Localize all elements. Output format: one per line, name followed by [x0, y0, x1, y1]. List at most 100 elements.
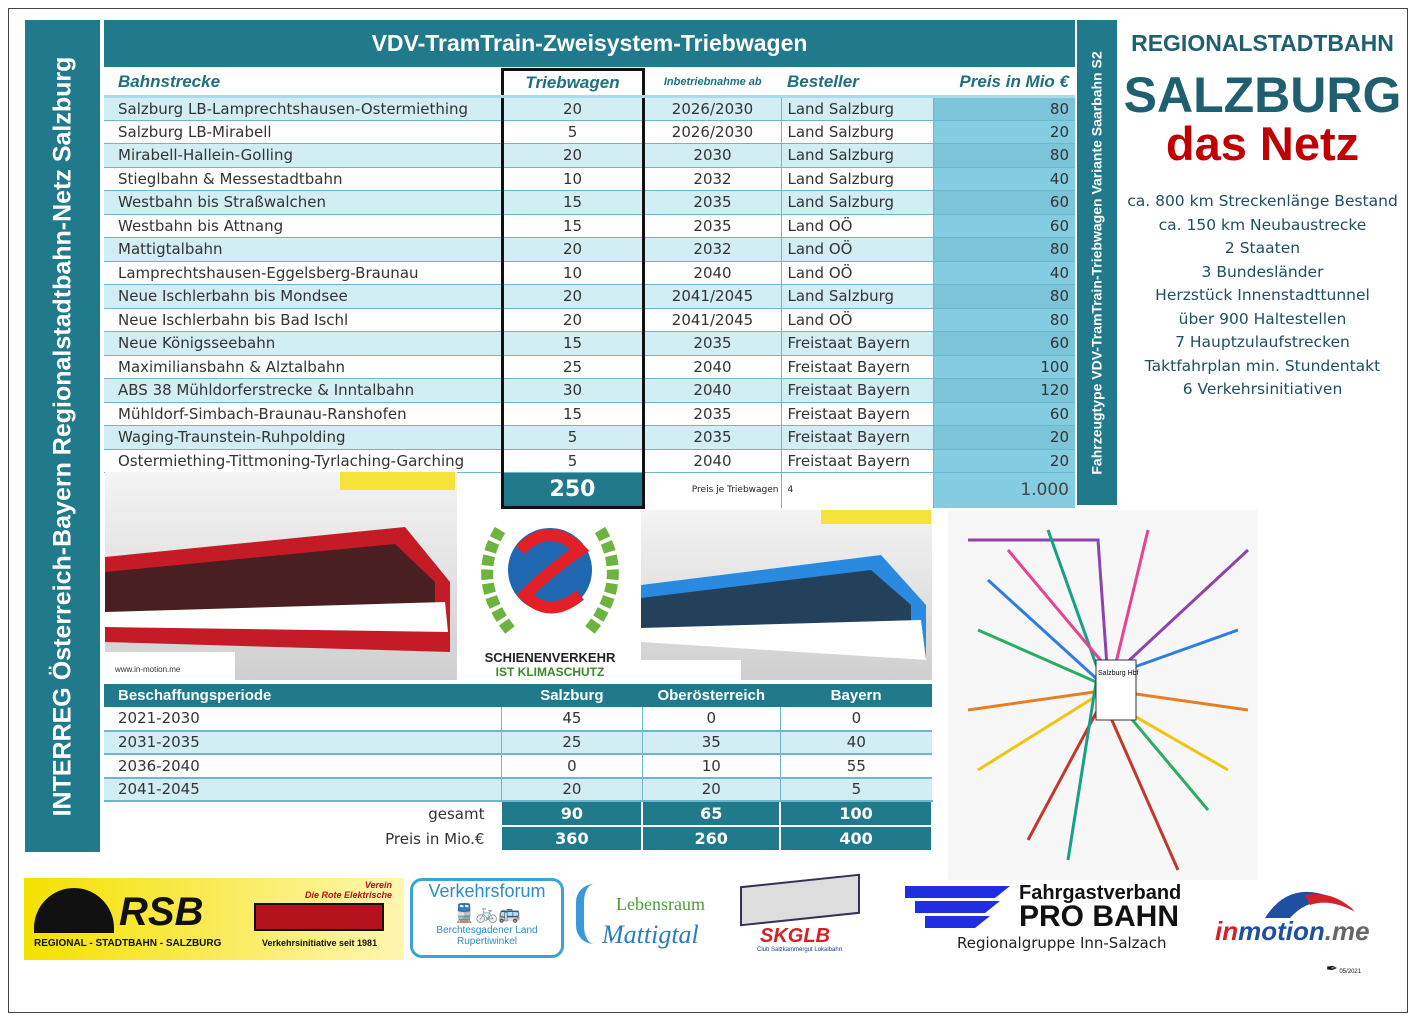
- period-cell: 2021-2030: [104, 707, 502, 732]
- table-row: Lamprechtshausen-Eggelsberg-Braunau 10 204…: [104, 261, 1075, 285]
- orderer-cell: Land Salzburg: [780, 190, 933, 215]
- probahn-arrows-icon: [905, 886, 1010, 928]
- table-row: Stieglbahn & Messestadtbahn 10 2032 Land Sa…: [104, 167, 1075, 191]
- price-cell: 80: [932, 96, 1075, 121]
- count-cell: 35: [641, 730, 781, 755]
- right-title-band: Fahrzeugtype VDV-TramTrain-Triebwagen Va…: [1077, 20, 1117, 505]
- route-cell: Salzburg LB-Lamprechtshausen-Ostermiethi…: [104, 96, 502, 121]
- inmotion-swoosh-icon: [1265, 891, 1355, 918]
- probahn-c: Regionalgruppe Inn-Salzach: [957, 934, 1167, 952]
- commissioning-cell: 2026/2030: [642, 96, 781, 121]
- route-cell: Westbahn bis Straßwalchen: [104, 190, 502, 215]
- bicycle-icon: 🚲: [475, 903, 499, 923]
- rsb-bottom: REGIONAL - STADTBAHN - SALZBURG: [34, 938, 222, 949]
- right-city: SALZBURG: [1123, 67, 1402, 123]
- commissioning-cell: 2035: [642, 425, 781, 450]
- train-caption: www.in-motion.me: [114, 665, 181, 674]
- count-cell: 40: [779, 730, 932, 755]
- orderer-cell: Land OÖ: [780, 308, 933, 332]
- route-cell: Neue Ischlerbahn bis Mondsee: [104, 284, 502, 309]
- matt-b: Mattigtal: [602, 920, 699, 949]
- table-header: Bahnstrecke Triebwagen Inbetriebnahme ab…: [104, 68, 1075, 98]
- network-map: Salzburg Hbf: [948, 510, 1258, 880]
- route-cell: Westbahn bis Attnang: [104, 214, 502, 238]
- fact-item: 2 Staaten: [1224, 239, 1301, 257]
- gesamt-row: gesamt 90 65 100: [104, 800, 933, 827]
- table-row: Maximiliansbahn & Alztalbahn 25 2040 Freist…: [104, 355, 1075, 379]
- count-cell: 20: [500, 777, 643, 802]
- fact-item: ca. 800 km Streckenlänge Bestand: [1127, 192, 1398, 210]
- commissioning-cell: 2035: [642, 190, 781, 215]
- drop-icon: [576, 884, 612, 944]
- railcar-count-cell: 10: [500, 167, 645, 191]
- commissioning-cell: 2040: [642, 449, 781, 473]
- vf-title: Verkehrsforum: [428, 881, 546, 901]
- route-cell: Waging-Traunstein-Ruhpolding: [104, 425, 502, 450]
- period-cell: 2041-2045: [104, 777, 502, 802]
- klima-line2: IST KLIMASCHUTZ: [495, 665, 605, 679]
- orderer-cell: Land Salzburg: [780, 96, 933, 121]
- skglb-name: SKGLB: [760, 925, 830, 947]
- commissioning-cell: 2032: [642, 237, 781, 262]
- orderer-cell: Land OÖ: [780, 214, 933, 238]
- rsb-line2: Die Rote Elektrische: [304, 890, 392, 900]
- total-railcars: 250: [500, 472, 645, 509]
- railcar-table: Bahnstrecke Triebwagen Inbetriebnahme ab…: [104, 68, 1075, 509]
- red-tram-image: www.in-motion.me: [105, 472, 457, 680]
- table-row: ABS 38 Mühldorferstrecke & Inntalbahn 30 2…: [104, 378, 1075, 403]
- price-cell: 60: [932, 331, 1075, 356]
- price-per-car-value: 4: [780, 472, 933, 508]
- price-per-car-label: Preis je Triebwagen: [691, 485, 779, 496]
- rsb-mountain-icon: [34, 888, 114, 933]
- facts-list: ca. 800 km Streckenlänge Bestand ca. 150 …: [1120, 190, 1405, 402]
- rsb-since: Verkehrsinitiative seit 1981: [262, 938, 378, 948]
- price-cell: 80: [932, 284, 1075, 309]
- table-row: Salzburg LB-Mirabell 5 2026/2030 Land Salzb…: [104, 120, 1075, 144]
- count-cell: 55: [779, 754, 932, 779]
- fact-item: 7 Hauptzulaufstrecken: [1175, 333, 1350, 351]
- blue-tram-image: [641, 510, 932, 680]
- table-row: Neue Ischlerbahn bis Bad Ischl 20 2041/204…: [104, 308, 1075, 332]
- railcar-count-cell: 20: [500, 308, 645, 332]
- rsb-line1: Verein: [364, 880, 392, 890]
- map-label: Salzburg Hbf: [1098, 670, 1139, 677]
- date-stamp: ✒ 05/2021: [1326, 960, 1361, 977]
- count-cell: 25: [500, 730, 643, 755]
- period-cell: 2036-2040: [104, 754, 502, 779]
- commissioning-cell: 2032: [642, 167, 781, 191]
- commissioning-cell: 2026/2030: [642, 120, 781, 144]
- rsb-club-name: Verein Die Rote Elektrische: [305, 880, 392, 900]
- gesamt-row-value: 100: [779, 800, 933, 827]
- railcar-count-cell: 15: [500, 331, 645, 356]
- orderer-cell: Land OÖ: [780, 261, 933, 285]
- page-frame: [8, 8, 1408, 1013]
- route-cell: Maximiliansbahn & Alztalbahn: [104, 355, 502, 379]
- rsb-logo: RSB Verein Die Rote Elektrische REGIONAL …: [24, 878, 404, 960]
- commissioning-cell: 2030: [642, 143, 781, 168]
- col-triebwagen: Triebwagen: [500, 68, 645, 98]
- vf-icons: 🚆🚲🚌: [413, 903, 561, 924]
- col-besteller: Besteller: [781, 69, 933, 98]
- count-cell: 0: [779, 707, 932, 732]
- price-row-value: 360: [500, 825, 644, 852]
- col-bayern: Bayern: [780, 684, 932, 707]
- total-price: 1.000: [932, 472, 1075, 508]
- table-row: Salzburg LB-Lamprechtshausen-Ostermiethi…: [104, 96, 1075, 121]
- probahn-logo: Fahrgastverband PRO BAHN Regionalgruppe …: [905, 882, 1205, 954]
- route-cell: Stieglbahn & Messestadtbahn: [104, 167, 502, 191]
- period-cell: 2031-2035: [104, 730, 502, 755]
- table-row: Ostermiething-Tittmoning-Tyrlaching-Garc…: [104, 449, 1075, 473]
- laurel-s-icon: [481, 526, 619, 634]
- orderer-cell: Land Salzburg: [780, 284, 933, 309]
- railcar-count-cell: 15: [500, 190, 645, 215]
- signature-icon: ✒: [1326, 960, 1338, 976]
- route-cell: Mirabell-Hallein-Golling: [104, 143, 502, 168]
- inmotion-b: motion: [1238, 916, 1325, 946]
- lower-header: Beschaffungsperiode Salzburg Oberösterre…: [104, 684, 932, 707]
- commissioning-cell: 2035: [642, 402, 781, 426]
- table-row: Neue Ischlerbahn bis Mondsee 20 2041/2045 L…: [104, 284, 1075, 309]
- skglb-sub: Club Salzkammergut Lokalbahn: [757, 947, 843, 953]
- price-cell: 100: [932, 355, 1075, 379]
- railcar-count-cell: 15: [500, 214, 645, 238]
- network-map-illustration: Salzburg Hbf: [967, 529, 1250, 871]
